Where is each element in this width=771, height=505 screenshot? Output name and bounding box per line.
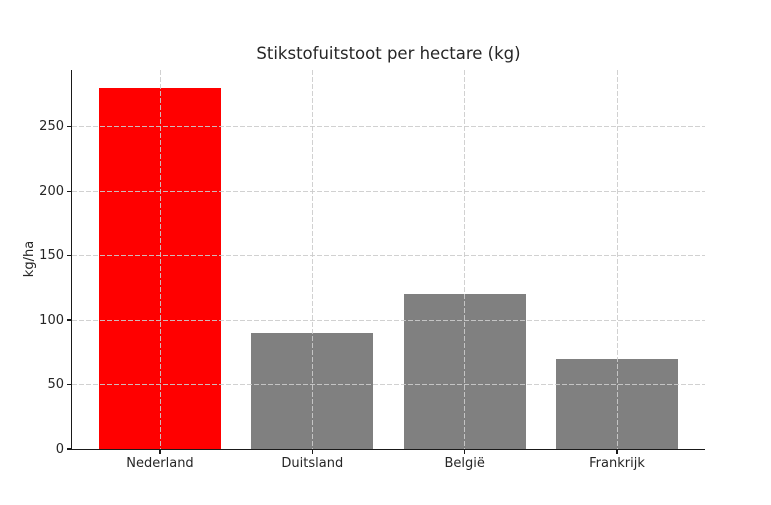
y-tick-label: 0 xyxy=(55,441,64,457)
y-tick-mark xyxy=(66,319,71,321)
x-tick-label: Frankrijk xyxy=(589,456,645,471)
h-gridline xyxy=(72,126,705,128)
x-tick-mark xyxy=(311,450,313,455)
h-gridline xyxy=(72,255,705,257)
y-tick-label: 250 xyxy=(39,119,64,135)
bottom-spine xyxy=(70,449,705,451)
x-tick-mark xyxy=(159,450,161,455)
h-gridline xyxy=(72,319,705,321)
y-tick-mark xyxy=(66,190,71,192)
y-tick-label: 200 xyxy=(39,183,64,199)
plot-area: 0 50 100 150 200 250 Nederland Duitsland België F… xyxy=(39,70,705,471)
left-spine xyxy=(70,70,72,451)
chart-title: Stikstofuitstoot per hectare (kg) xyxy=(256,44,521,63)
y-tick-mark xyxy=(66,254,71,257)
y-tick-mark xyxy=(66,383,71,386)
x-tick-label: Nederland xyxy=(126,456,194,471)
y-tick-label: 50 xyxy=(47,377,64,393)
y-tick-mark xyxy=(66,448,71,450)
y-tick-label: 100 xyxy=(39,312,64,328)
x-tick-mark xyxy=(464,450,466,455)
h-gridline xyxy=(72,384,705,386)
v-gridline xyxy=(616,70,618,449)
v-gridline xyxy=(159,70,161,449)
v-gridline xyxy=(464,70,466,449)
y-tick-mark xyxy=(66,126,71,128)
x-tick-mark xyxy=(616,450,618,455)
x-tick-label: België xyxy=(444,456,485,471)
y-tick-label: 150 xyxy=(39,248,64,264)
h-gridline xyxy=(72,190,705,192)
v-gridline xyxy=(311,70,313,449)
x-tick-label: Duitsland xyxy=(281,456,344,471)
